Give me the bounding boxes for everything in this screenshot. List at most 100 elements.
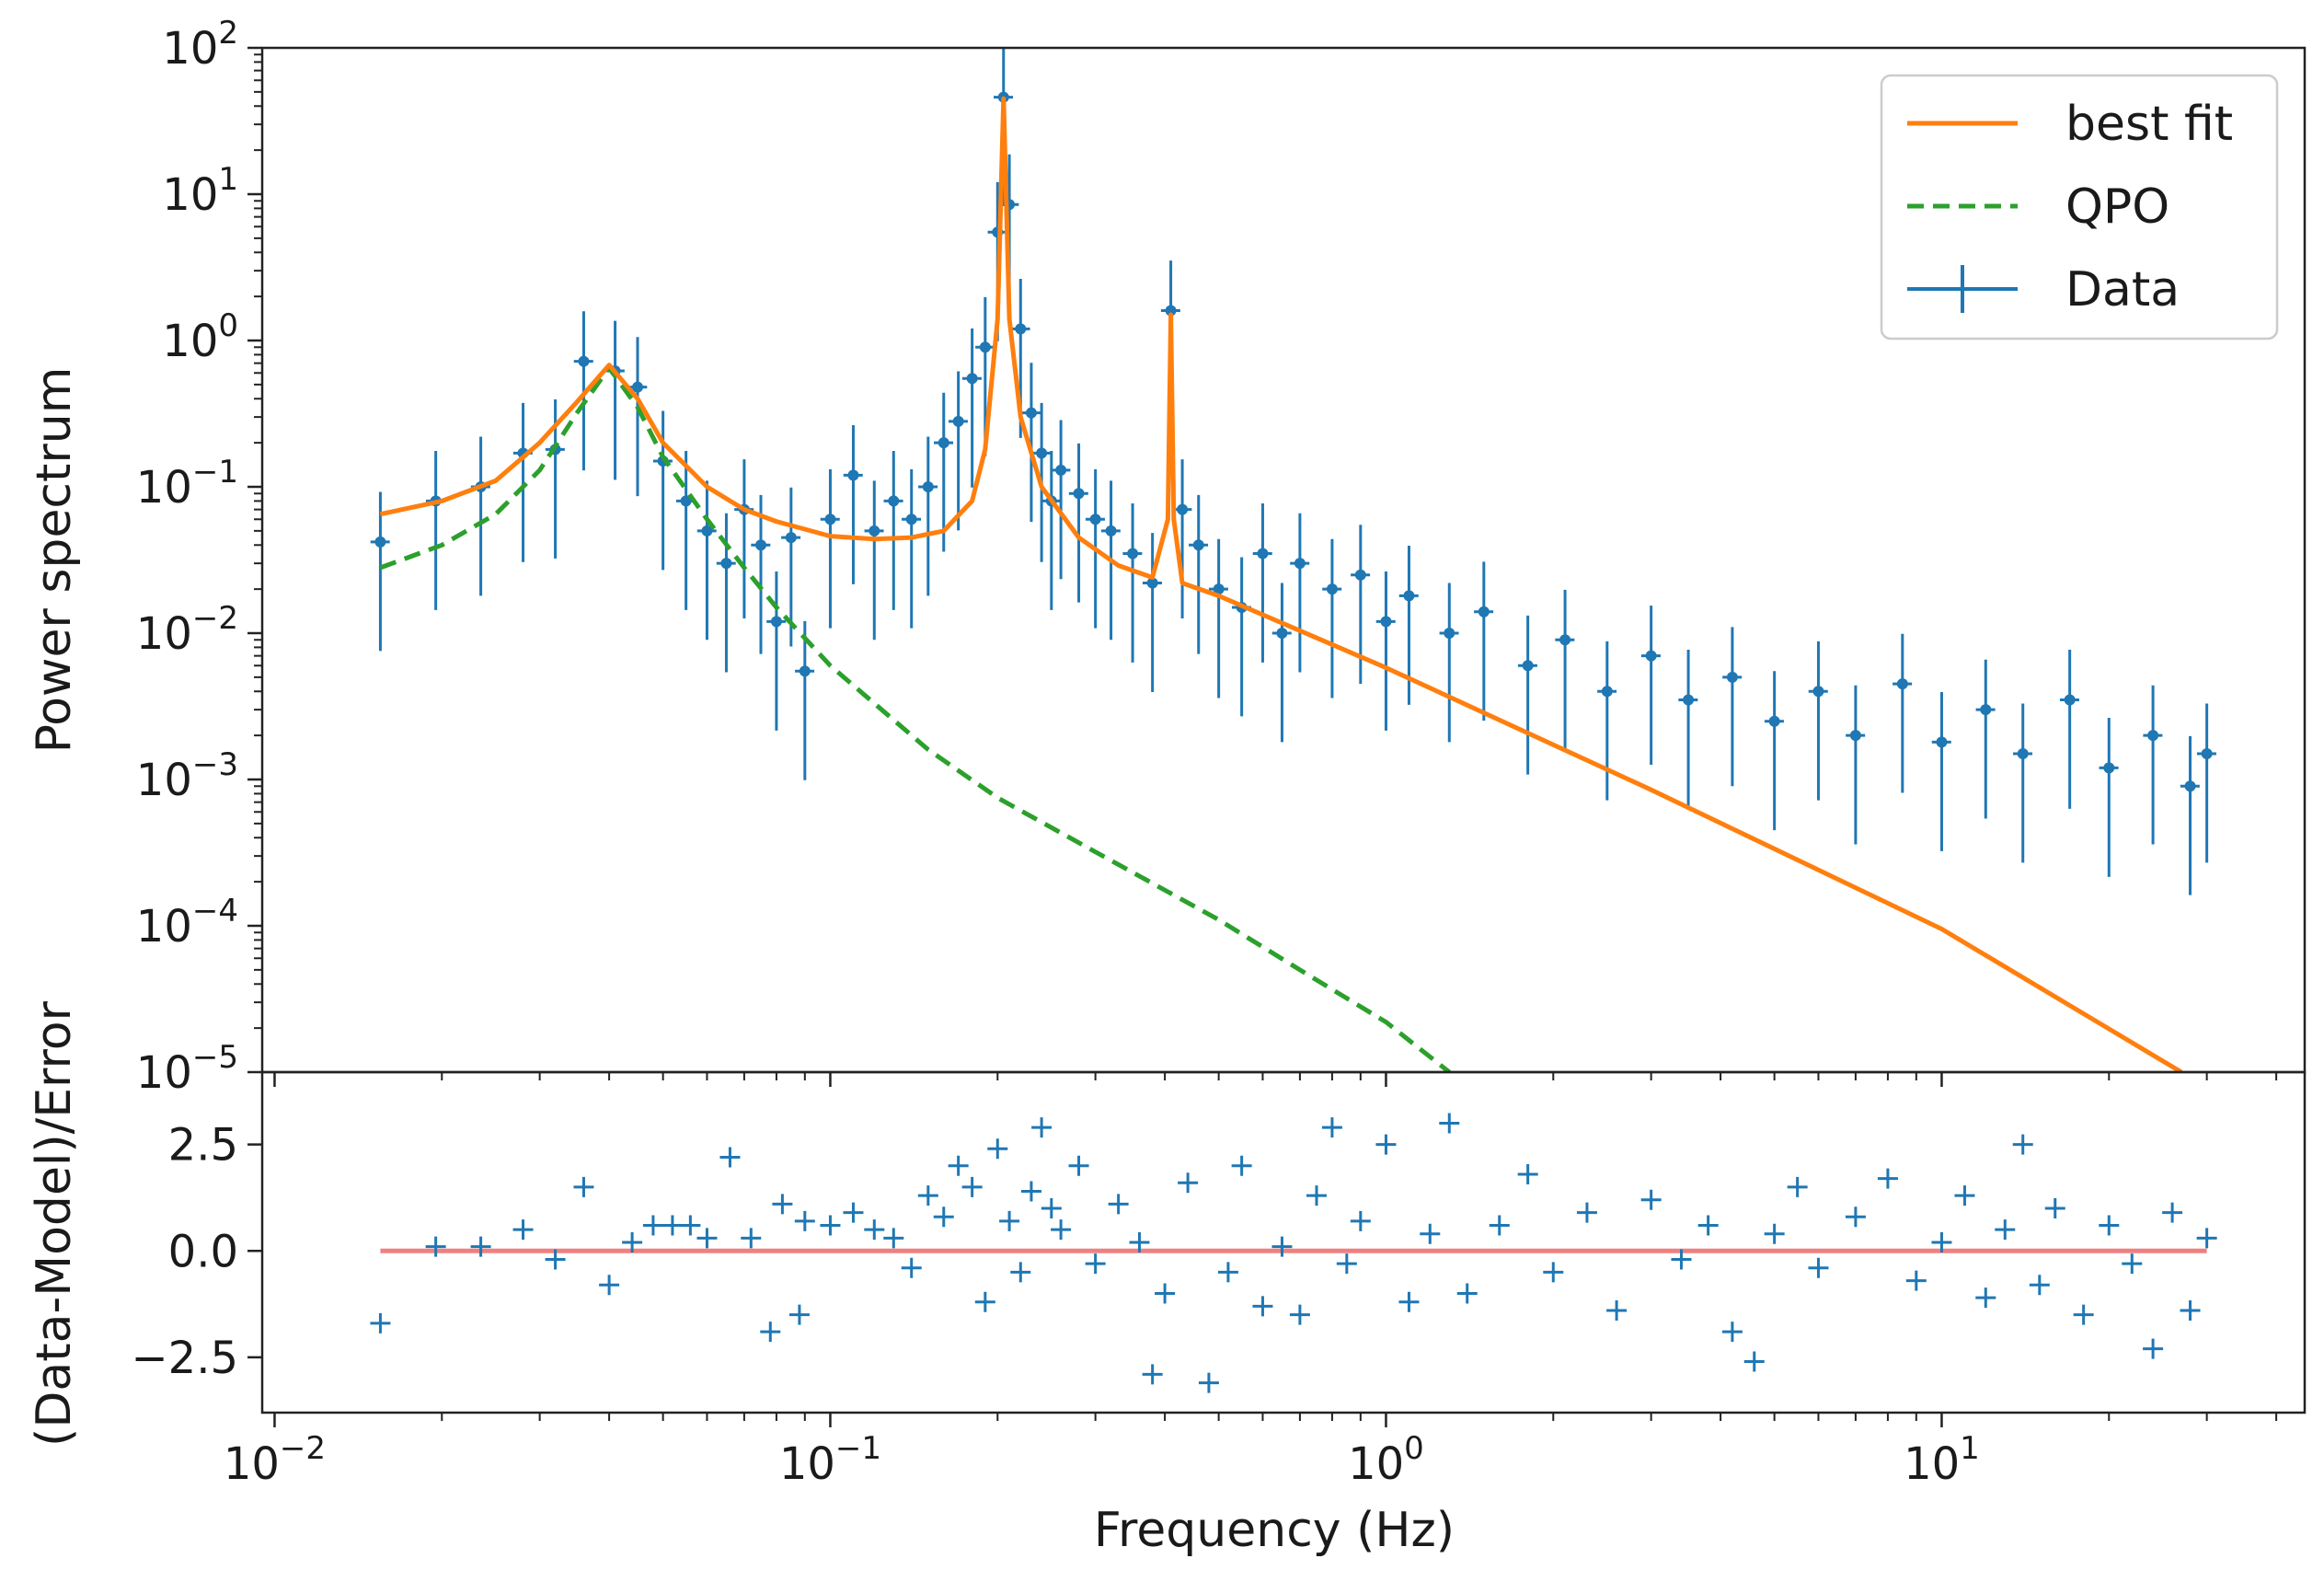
residual-marker — [696, 1228, 718, 1249]
data-marker — [1257, 548, 1269, 560]
data-marker — [1645, 650, 1657, 662]
residual-marker — [1020, 1181, 1041, 1202]
residual-marker — [1010, 1262, 1031, 1283]
residual-marker — [1576, 1202, 1597, 1223]
data-point — [1722, 627, 1743, 787]
data-point — [512, 402, 533, 562]
data-marker — [1444, 628, 1455, 639]
data-marker — [1276, 628, 1288, 639]
residual-marker — [370, 1312, 391, 1333]
residual-marker — [1350, 1210, 1371, 1231]
residual-marker — [933, 1206, 954, 1228]
data-point — [1252, 503, 1272, 663]
data-marker — [578, 355, 590, 367]
data-marker — [1478, 606, 1490, 618]
data-point — [1189, 494, 1209, 654]
residual-y-tick-label: 0.0 — [168, 1226, 238, 1277]
data-marker — [1559, 634, 1571, 646]
data-point — [1555, 589, 1575, 749]
data-point — [1068, 443, 1088, 603]
data-point — [1322, 538, 1342, 698]
data-marker — [1601, 686, 1613, 698]
legend: best fit QPO Data — [1880, 74, 2279, 341]
data-point — [1931, 691, 1951, 851]
residual-marker — [987, 1138, 1008, 1160]
data-marker — [1192, 539, 1204, 551]
data-marker — [1127, 548, 1139, 560]
data-marker — [2103, 762, 2115, 774]
data-marker — [799, 665, 811, 677]
data-point — [961, 328, 982, 488]
residual-marker — [974, 1291, 995, 1312]
data-point — [1271, 583, 1292, 743]
residual-marker — [1375, 1134, 1397, 1155]
data-marker — [720, 558, 732, 570]
data-marker — [952, 415, 964, 427]
x-tick-label: 10−2 — [224, 1430, 326, 1490]
residual-marker — [2196, 1228, 2217, 1249]
data-point — [1439, 583, 1459, 743]
residual-marker — [2180, 1300, 2201, 1321]
data-point — [734, 459, 754, 619]
residual-marker — [573, 1176, 594, 1197]
data-marker — [631, 381, 643, 393]
residual-marker — [843, 1202, 864, 1223]
residual-marker — [1068, 1155, 1089, 1176]
residual-marker — [1142, 1364, 1163, 1385]
data-marker — [2064, 694, 2076, 706]
data-point — [934, 392, 954, 552]
residual-marker — [1178, 1172, 1199, 1194]
data-marker — [374, 536, 386, 548]
residual-marker — [1252, 1296, 1273, 1317]
residual-marker — [512, 1219, 534, 1241]
data-marker — [938, 437, 949, 449]
residual-marker — [820, 1215, 841, 1236]
data-point — [1231, 557, 1251, 717]
residual-marker — [948, 1155, 969, 1176]
data-marker — [1896, 678, 1908, 690]
residual-marker — [1231, 1155, 1252, 1176]
data-marker — [1354, 569, 1366, 581]
residual-marker — [1456, 1283, 1478, 1304]
residual-marker — [2012, 1134, 2033, 1155]
data-marker — [869, 525, 880, 537]
legend-label: best fit — [2065, 97, 2233, 152]
residual-marker — [1439, 1113, 1460, 1134]
data-marker — [1105, 525, 1117, 537]
data-point — [627, 337, 648, 497]
data-marker — [1849, 730, 1861, 742]
data-point — [902, 468, 922, 629]
data-marker — [770, 616, 782, 628]
data-marker — [1380, 616, 1392, 628]
data-point — [425, 450, 445, 610]
data-point — [2196, 703, 2216, 863]
residual-marker — [961, 1176, 983, 1197]
residual-marker — [1198, 1372, 1219, 1393]
residual-marker — [1051, 1219, 1072, 1241]
data-point — [1474, 561, 1494, 722]
legend-label: Data — [2065, 262, 2180, 317]
data-marker — [888, 495, 900, 507]
data-point — [1808, 641, 1828, 801]
residual-marker — [1721, 1322, 1743, 1343]
best-fit-curve — [379, 96, 2183, 1072]
residual-marker — [1931, 1232, 1952, 1253]
data-point — [843, 424, 863, 584]
data-marker — [1326, 583, 1338, 595]
x-axis-label-frequency: Frequency (Hz) — [1094, 1503, 1455, 1558]
qpo-curve — [379, 365, 1451, 1072]
data-point — [370, 491, 390, 652]
residual-marker — [1489, 1215, 1510, 1236]
data-point — [1021, 363, 1041, 523]
residual-marker — [794, 1210, 815, 1231]
residual-marker — [470, 1236, 491, 1257]
data-marker — [785, 532, 797, 544]
data-point — [2099, 717, 2119, 877]
legend-box — [1880, 74, 2279, 341]
data-point — [2059, 650, 2079, 809]
data-marker — [2184, 780, 2196, 792]
residual-marker — [1697, 1215, 1719, 1236]
residual-marker — [1085, 1253, 1106, 1275]
x-tick-label: 100 — [1348, 1430, 1424, 1490]
data-marker — [1403, 590, 1415, 602]
